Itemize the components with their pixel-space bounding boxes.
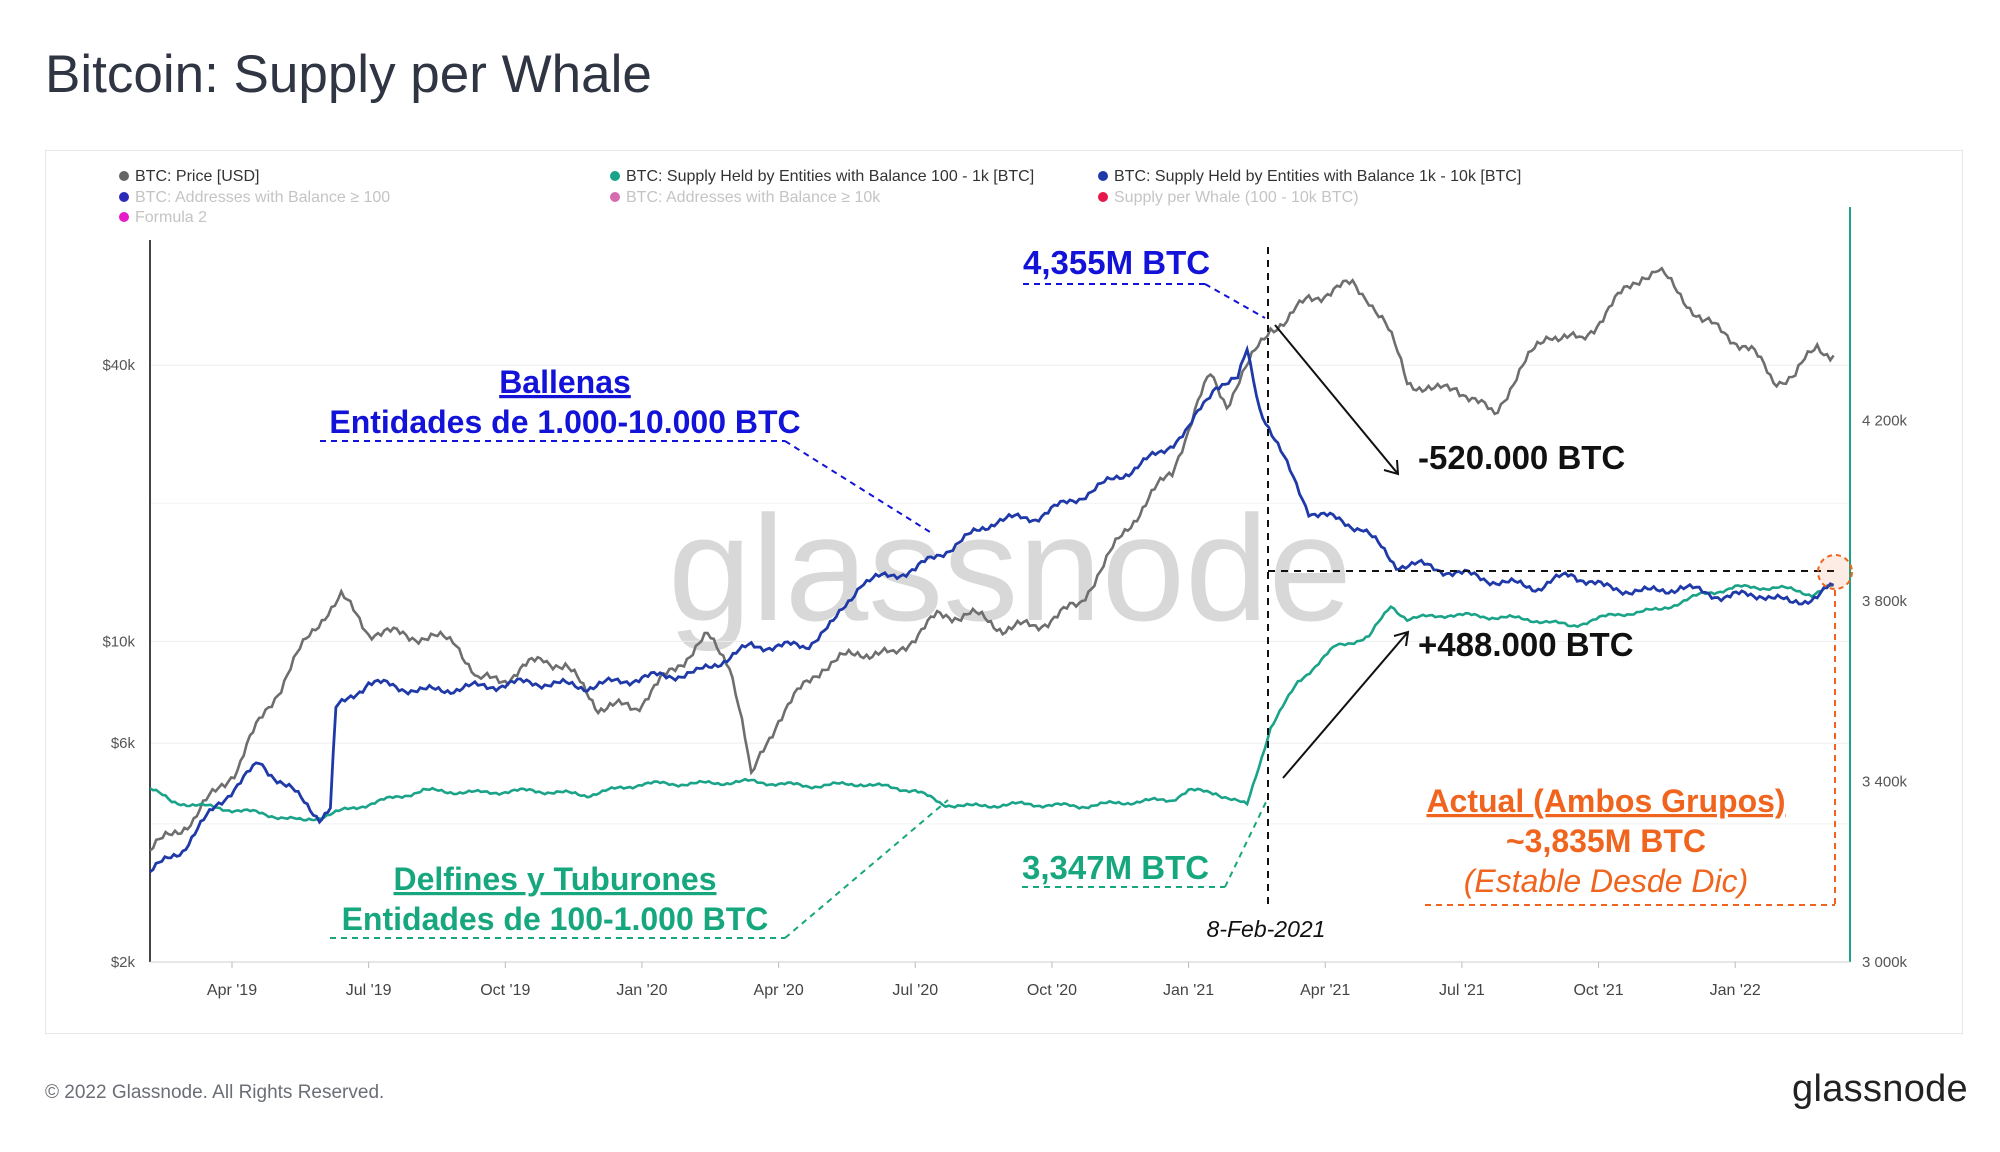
dolphin-change-label: +488.000 BTC <box>1418 626 1634 663</box>
legend-item-addresses-100[interactable]: BTC: Addresses with Balance ≥ 100 <box>135 189 390 206</box>
x-tick-label: Apr '19 <box>207 982 257 999</box>
legend-dot-dolphins[interactable] <box>610 171 620 181</box>
x-tick-label: Oct '20 <box>1027 982 1077 999</box>
chart-frame <box>45 150 1963 1034</box>
legend-item-supply-per-whale[interactable]: Supply per Whale (100 - 10k BTC) <box>1114 189 1359 206</box>
legend-dot-supply-per-whale[interactable] <box>1098 192 1108 202</box>
footer-logo[interactable]: glassnode <box>1792 1068 1968 1110</box>
x-tick-label: Oct '19 <box>480 982 530 999</box>
x-tick-label: Oct '21 <box>1573 982 1623 999</box>
dolphins-subtitle: Entidades de 100-1.000 BTC <box>342 901 769 937</box>
dolphin-low-label: 3,347M BTC <box>1022 849 1209 886</box>
date-marker-label: 8-Feb-2021 <box>1207 916 1326 942</box>
legend-dot-whales[interactable] <box>1098 171 1108 181</box>
x-tick-label: Jan '20 <box>616 982 667 999</box>
legend-dot-price[interactable] <box>119 171 129 181</box>
legend-dot-addresses-10k[interactable] <box>610 192 620 202</box>
whale-peak-label: 4,355M BTC <box>1023 244 1210 281</box>
whale-series-line <box>149 344 1835 873</box>
left-tick-label: $2k <box>111 954 136 971</box>
legend-item-price[interactable]: BTC: Price [USD] <box>135 168 259 185</box>
x-tick-label: Apr '20 <box>754 982 804 999</box>
dolphin-low-leader <box>1224 801 1267 888</box>
left-tick-label: $6k <box>111 735 136 752</box>
legend: BTC: Price [USD] BTC: Supply Held by Ent… <box>119 168 1521 226</box>
x-tick-label: Jan '21 <box>1163 982 1214 999</box>
whale-peak-leader <box>1204 283 1266 319</box>
legend-item-addresses-10k[interactable]: BTC: Addresses with Balance ≥ 10k <box>626 189 881 206</box>
legend-item-dolphins[interactable]: BTC: Supply Held by Entities with Balanc… <box>626 168 1034 185</box>
grid <box>150 364 1850 963</box>
x-tick-label: Jul '19 <box>346 982 392 999</box>
legend-item-whales[interactable]: BTC: Supply Held by Entities with Balanc… <box>1114 168 1521 185</box>
x-tick-label: Jul '20 <box>892 982 938 999</box>
whale-change-label: -520.000 BTC <box>1418 439 1625 476</box>
x-tick-label: Jan '22 <box>1710 982 1761 999</box>
left-tick-label: $10k <box>102 633 135 650</box>
footer-copyright: © 2022 Glassnode. All Rights Reserved. <box>45 1082 385 1103</box>
current-value: ~3,835M BTC <box>1506 823 1706 859</box>
whales-title: Ballenas <box>499 364 631 400</box>
whales-subtitle: Entidades de 1.000-10.000 BTC <box>329 404 800 440</box>
whale-change-arrow <box>1274 324 1399 475</box>
dolphins-title: Delfines y Tuburones <box>393 861 716 897</box>
x-tick-label: Apr '21 <box>1300 982 1350 999</box>
x-tick-label: Jul '21 <box>1439 982 1485 999</box>
x-axis-ticks: Apr '19 Jul '19 Oct '19 Jan '20 Apr '20 Jul '… <box>207 962 1761 999</box>
current-note: (Estable Desde Dic) <box>1464 863 1749 899</box>
dolphin-series-line <box>149 583 1834 822</box>
right-tick-label: 3 800k <box>1862 593 1908 610</box>
left-axis-ticks: $2k $6k $10k $40k <box>102 357 135 971</box>
page-title: Bitcoin: Supply per Whale <box>45 45 652 104</box>
dolphin-change-arrowhead <box>1393 630 1410 647</box>
right-axis-ticks: 3 000k 3 400k 3 800k 4 200k <box>1862 413 1908 972</box>
current-title: Actual (Ambos Grupos) <box>1426 783 1785 819</box>
legend-dot-formula-2[interactable] <box>119 212 129 222</box>
legend-item-formula-2[interactable]: Formula 2 <box>135 209 207 226</box>
right-tick-label: 3 400k <box>1862 774 1908 791</box>
watermark: glassnode <box>668 484 1352 652</box>
left-tick-label: $40k <box>102 357 135 374</box>
dolphin-change-arrow <box>1282 631 1409 779</box>
right-tick-label: 4 200k <box>1862 413 1908 430</box>
right-tick-label: 3 000k <box>1862 954 1908 971</box>
dolphins-leader <box>784 799 949 939</box>
current-level-marker <box>1817 554 1853 590</box>
whale-change-arrowhead <box>1383 459 1400 476</box>
price-series-line <box>149 266 1835 852</box>
legend-dot-addresses-100[interactable] <box>119 192 129 202</box>
